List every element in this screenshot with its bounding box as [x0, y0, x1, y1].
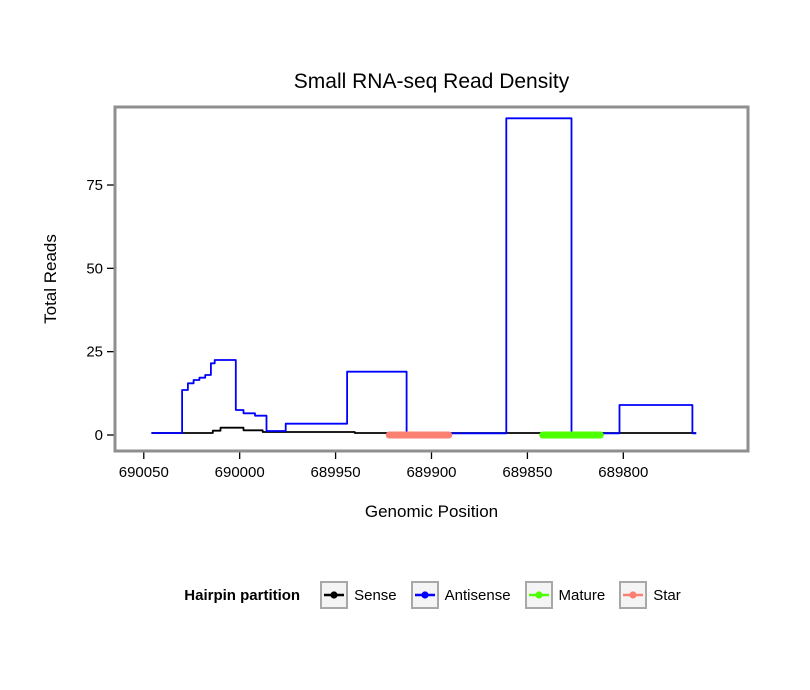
legend-item-antisense: Antisense [410, 581, 511, 609]
legend-swatch-sense [320, 581, 349, 609]
chart-title: Small RNA-seq Read Density [293, 70, 570, 93]
legend-swatch-icon [623, 591, 644, 599]
legend-dot [629, 591, 637, 599]
legend-swatch-star [619, 581, 648, 609]
x-tick-label: 690050 [119, 464, 169, 481]
series-antisense [151, 117, 697, 435]
legend-swatch-antisense [410, 581, 439, 609]
x-tick-label: 689850 [502, 464, 552, 481]
legend: Hairpin partition Sense Antisense Mature St… [55, 581, 810, 609]
legend-item-sense: Sense [320, 581, 397, 609]
legend-dot [421, 591, 429, 599]
x-tick-label: 689900 [406, 464, 456, 481]
x-tick-label: 690000 [215, 464, 265, 481]
legend-item-mature: Mature [524, 581, 606, 609]
legend-label: Antisense [444, 586, 511, 604]
legend-dot [534, 591, 543, 599]
y-tick-label: 25 [86, 344, 103, 361]
x-tick-label: 689950 [311, 464, 361, 481]
legend-items: Sense Antisense Mature Star [320, 581, 681, 609]
x-tick-label: 689800 [598, 464, 648, 481]
legend-swatch-mature [524, 581, 553, 609]
y-tick-label: 50 [86, 260, 103, 277]
legend-label: Sense [354, 586, 397, 604]
legend-swatch-icon [414, 591, 435, 599]
y-tick-label: 0 [95, 427, 103, 444]
legend-swatch-icon [528, 591, 549, 599]
legend-label: Star [653, 586, 681, 604]
legend-label: Mature [558, 586, 606, 604]
y-tick-label: 75 [86, 177, 103, 194]
plot-background [115, 107, 748, 451]
legend-dot [330, 591, 338, 599]
legend-swatch-icon [324, 591, 345, 599]
plot-area: 690050 690000 689950 689900 689850 689800 0 25 5… [86, 105, 750, 481]
legend-item-star: Star [619, 581, 681, 609]
plot-frame [113, 105, 750, 453]
legend-title: Hairpin partition [184, 586, 301, 604]
x-axis-label: Genomic Position [364, 502, 499, 521]
series-sense [151, 426, 697, 434]
